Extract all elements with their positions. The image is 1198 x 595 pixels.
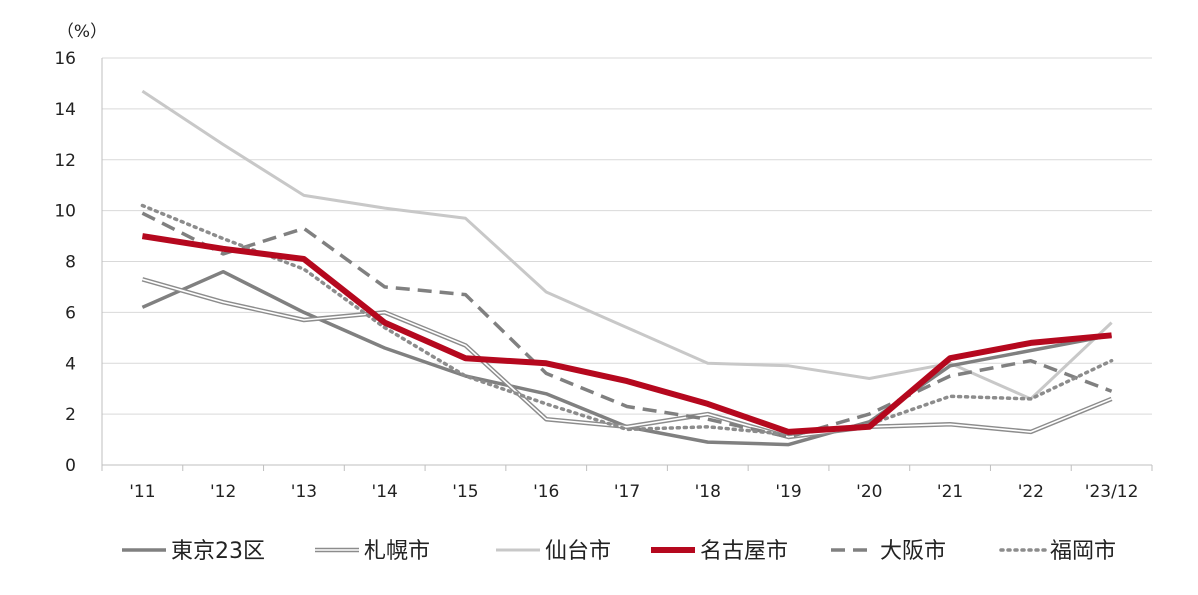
- axes: [101, 58, 1153, 471]
- series-path: [141, 211, 1113, 439]
- series-line-2: [141, 89, 1113, 401]
- series-line-4: [141, 211, 1113, 439]
- legend-label: 名古屋市: [700, 539, 788, 564]
- x-tick-label: '17: [614, 482, 640, 502]
- y-tick-label: 16: [54, 49, 76, 69]
- legend-item: 仙台市: [496, 539, 611, 564]
- x-tick-label: '18: [695, 482, 721, 502]
- series-lines: [140, 89, 1114, 447]
- legend: 東京23区 札幌市 仙台市 名古屋市 大阪市 福岡市: [122, 539, 1116, 564]
- series-path: [142, 278, 1112, 438]
- x-tick-label: '20: [856, 482, 882, 502]
- legend-item: 大阪市: [831, 539, 946, 564]
- legend-label: 仙台市: [545, 539, 611, 564]
- y-tick-label: 0: [65, 456, 76, 476]
- series-path: [141, 233, 1112, 435]
- y-tick-label: 4: [65, 354, 76, 374]
- x-tick-label: '19: [775, 482, 801, 502]
- legend-item: 札幌市: [315, 539, 430, 564]
- y-tick-label: 2: [65, 405, 76, 425]
- x-tick-label: '14: [372, 482, 398, 502]
- x-tick-label: '21: [937, 482, 963, 502]
- series-line-5: [140, 203, 1114, 437]
- x-tick-label: '16: [533, 482, 559, 502]
- x-tick-label: '12: [210, 482, 236, 502]
- series-path: [140, 203, 1114, 437]
- x-axis-ticks: '11 '12 '13 '14 '15 '16 '17 '18 '19 '20 '21 '22 '23/…: [129, 482, 1138, 502]
- x-tick-label: '13: [291, 482, 317, 502]
- series-line-1: [141, 277, 1113, 440]
- y-tick-label: 14: [54, 100, 76, 120]
- y-tick-label: 12: [54, 151, 76, 171]
- series-path: [141, 89, 1113, 401]
- x-tick-label: '23/12: [1085, 482, 1139, 502]
- x-tick-label: '11: [129, 482, 155, 502]
- series-line-3: [141, 233, 1112, 435]
- y-axis-ticks: 0 2 4 6 8 10 12 14 16: [54, 49, 76, 476]
- x-tick-label: '22: [1018, 482, 1044, 502]
- y-tick-label: 6: [65, 303, 76, 323]
- legend-item: 東京23区: [122, 539, 265, 564]
- legend-label: 札幌市: [364, 539, 430, 564]
- x-tick-label: '15: [452, 482, 478, 502]
- y-tick-label: 10: [54, 202, 76, 222]
- y-axis-unit-label: （%）: [57, 22, 107, 42]
- legend-item: 福岡市: [999, 539, 1116, 564]
- y-tick-label: 8: [65, 253, 76, 273]
- legend-item: 名古屋市: [651, 539, 788, 564]
- legend-label: 福岡市: [1050, 539, 1116, 564]
- legend-label: 東京23区: [171, 539, 265, 564]
- gridlines: [102, 57, 1152, 415]
- legend-label: 大阪市: [880, 539, 946, 564]
